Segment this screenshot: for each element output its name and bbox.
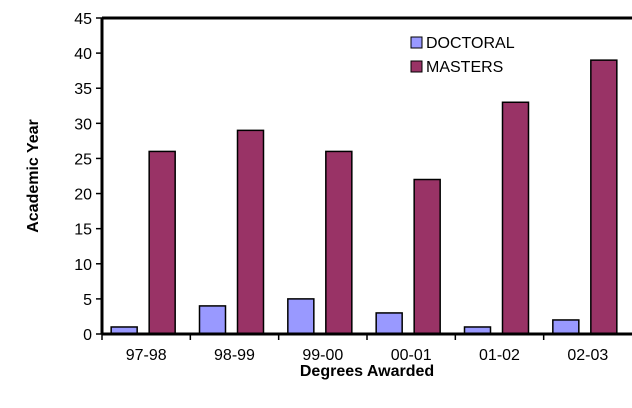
y-tick-label-40: 40: [74, 46, 92, 63]
x-tick-label-01-02: 01-02: [479, 347, 520, 364]
y-tick-label-10: 10: [74, 257, 92, 274]
x-tick-label-98-99: 98-99: [214, 347, 255, 364]
x-axis-title: Degrees Awarded: [300, 363, 434, 380]
y-tick-label-5: 5: [83, 292, 92, 309]
bar-masters-01-02: [501, 101, 530, 335]
x-axis-ticks: 97-98 98-99 99-00 00-01 01-02 02-03: [101, 334, 608, 364]
bar-doctoral-98-99: [198, 305, 227, 335]
y-axis-title: Academic Year: [25, 119, 42, 233]
bar-doctoral-99-00: [287, 298, 315, 335]
bar-masters-99-00: [325, 150, 353, 335]
legend-swatch-masters: [410, 60, 423, 73]
y-tick-label-35: 35: [74, 81, 92, 98]
y-tick-label-45: 45: [74, 11, 92, 28]
bars-group: [110, 59, 618, 335]
y-axis-ticks: 0 5 10 15 20 25 30 35 40 45: [74, 11, 102, 344]
legend-label-doctoral: DOCTORAL: [426, 35, 515, 52]
x-tick-label-02-03: 02-03: [567, 347, 608, 364]
y-tick-label-25: 25: [74, 151, 92, 168]
bar-masters-97-98: [148, 150, 176, 335]
bar-masters-02-03: [590, 59, 618, 335]
y-tick-label-30: 30: [74, 116, 92, 133]
x-tick-label-99-00: 99-00: [302, 347, 343, 364]
bar-doctoral-00-01: [375, 312, 403, 335]
legend-label-masters: MASTERS: [426, 59, 503, 76]
x-tick-label-97-98: 97-98: [126, 347, 167, 364]
y-tick-label-20: 20: [74, 187, 92, 204]
bar-masters-00-01: [413, 178, 441, 335]
bar-doctoral-02-03: [552, 319, 580, 335]
legend-swatch-doctoral: [410, 36, 423, 49]
y-tick-label-0: 0: [83, 327, 92, 344]
x-tick-label-00-01: 00-01: [391, 347, 432, 364]
bar-masters-98-99: [236, 129, 265, 335]
plot-area: [102, 18, 632, 334]
y-tick-label-15: 15: [74, 222, 92, 239]
legend: DOCTORAL MASTERS: [410, 35, 515, 76]
